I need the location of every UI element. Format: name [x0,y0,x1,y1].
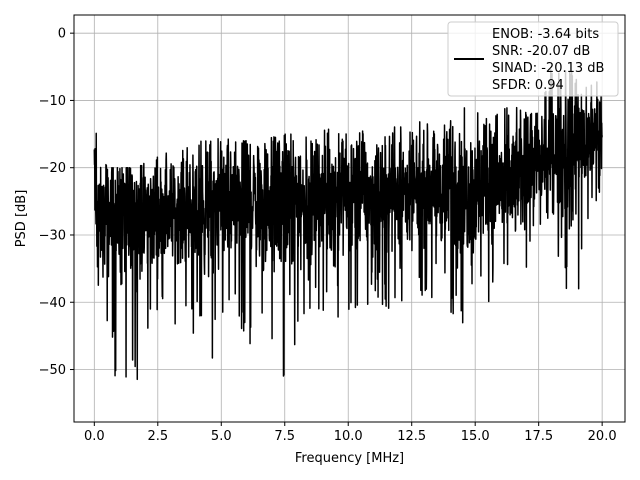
x-tick-label: 17.5 [524,429,553,444]
legend: ENOB: -3.64 bits SNR: -20.07 dB SINAD: -… [447,21,619,97]
y-axis-ticks: 0 −10 −20 −30 −40 −50 [39,27,74,378]
y-tick-label: −20 [39,161,66,176]
plot-area [93,69,603,381]
y-tick-label: −50 [39,363,66,378]
x-tick-label: 0.0 [84,429,105,444]
legend-box [447,21,619,97]
x-tick-label: 5.0 [211,429,232,444]
plot-frame [73,14,626,423]
x-tick-label: 2.5 [147,429,168,444]
y-tick-label: −10 [39,94,66,109]
y-tick-label: −30 [39,228,66,243]
x-axis-label: Frequency [MHz] [295,451,404,466]
legend-entry-sinad: SINAD: -20.13 dB [492,61,604,76]
x-tick-label: 15.0 [461,429,490,444]
x-tick-label: 10.0 [334,429,363,444]
x-tick-label: 20.0 [588,429,617,444]
y-axis-label: PSD [dB] [14,190,29,248]
x-axis-ticks: 0.0 2.5 5.0 7.5 10.0 12.5 15.0 17.5 20.0 [84,422,617,444]
y-tick-label: 0 [58,27,66,42]
legend-entry-snr: SNR: -20.07 dB [492,44,590,59]
legend-entry-sfdr: SFDR: 0.94 [492,78,564,93]
y-tick-label: −40 [39,296,66,311]
x-tick-label: 7.5 [274,429,295,444]
x-tick-label: 12.5 [397,429,426,444]
psd-series-line [93,69,603,381]
legend-entry-enob: ENOB: -3.64 bits [492,27,599,42]
